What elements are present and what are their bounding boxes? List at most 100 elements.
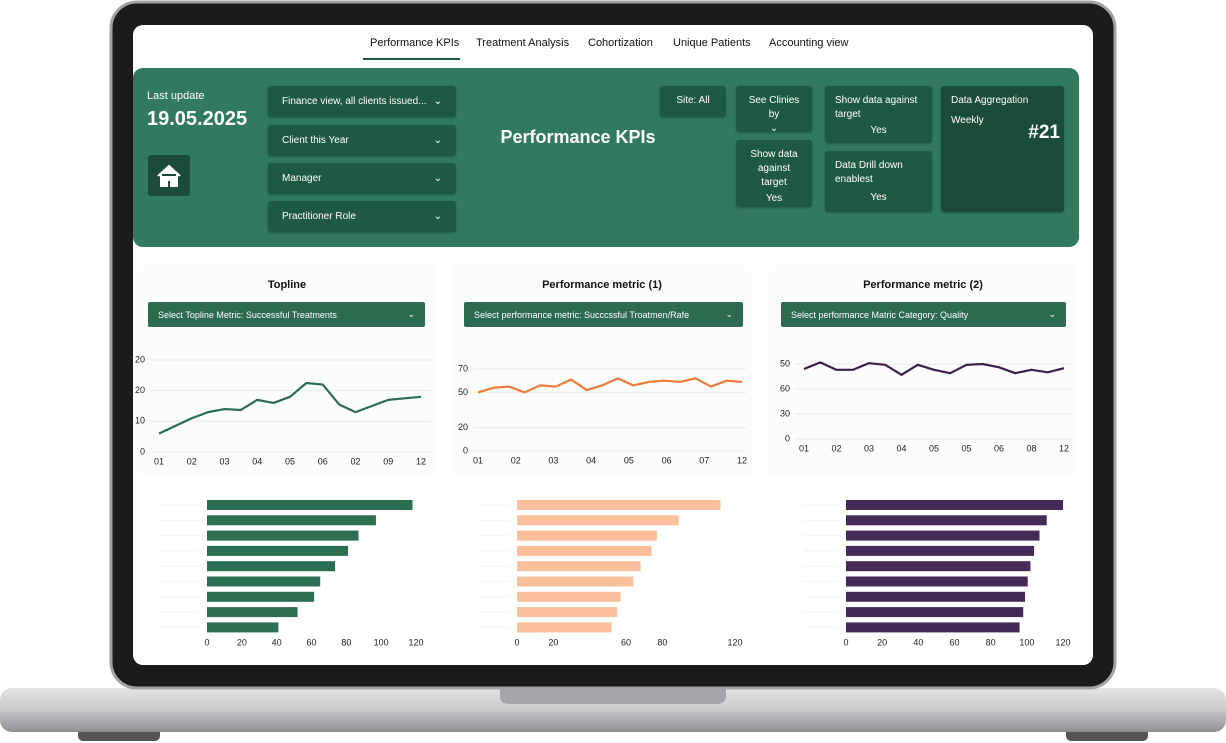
metric-selector[interactable]: Select performance Matric Category: Qual… xyxy=(781,302,1066,327)
bar xyxy=(517,515,679,526)
bar xyxy=(207,591,315,602)
x-tick-label: 0 xyxy=(843,637,848,647)
bar xyxy=(517,500,721,510)
clinics-toggle[interactable]: See Clinies by ⌄ xyxy=(736,86,812,134)
x-tick-label: 04 xyxy=(252,456,262,466)
bar xyxy=(517,530,657,541)
filter-dropdown[interactable]: Manager ⌄ xyxy=(268,163,456,194)
x-tick-label: 100 xyxy=(1019,637,1034,647)
y-tick-label: 20 xyxy=(458,422,468,432)
x-tick-label: 40 xyxy=(272,637,282,647)
filter-dropdown[interactable]: Practitioner Role ⌄ xyxy=(268,201,456,232)
x-tick-label: 02 xyxy=(350,456,360,466)
y-tick-label: 10 xyxy=(135,416,145,426)
x-tick-label: 05 xyxy=(929,443,939,453)
tab[interactable]: Accounting view xyxy=(769,37,849,49)
x-tick-label: 0 xyxy=(204,637,209,647)
last-update: 19.05.2025 xyxy=(147,108,248,130)
metric-selector[interactable]: Select Topline Metric: Successful Treatm… xyxy=(148,302,425,327)
x-tick-label: 05 xyxy=(624,455,634,465)
x-tick-label: 02 xyxy=(187,456,197,466)
x-tick-label: 12 xyxy=(1059,443,1069,453)
y-tick-label: 20 xyxy=(135,385,145,395)
tab-underline xyxy=(363,58,460,60)
target-toggle[interactable]: Show data against target Yes xyxy=(736,140,812,207)
panel-title: Topline xyxy=(137,279,437,291)
bar xyxy=(517,607,617,618)
x-tick-label: 05 xyxy=(285,456,295,466)
bar xyxy=(207,545,349,556)
x-tick-label: 12 xyxy=(737,455,747,465)
bar xyxy=(846,545,1035,556)
bar xyxy=(207,561,336,572)
header-title: Performance KPIs xyxy=(500,127,656,147)
bar xyxy=(207,622,279,633)
x-tick-label: 01 xyxy=(799,443,809,453)
bar xyxy=(207,500,413,510)
panel-title-text: Performance metric (1) xyxy=(542,279,662,291)
y-tick-label: 70 xyxy=(458,363,468,373)
x-tick-label: 08 xyxy=(1026,443,1036,453)
x-tick-label: 04 xyxy=(896,443,906,453)
x-tick-label: 80 xyxy=(986,637,996,647)
x-tick-label: 40 xyxy=(913,637,923,647)
x-tick-label: 01 xyxy=(473,455,483,465)
home-button[interactable] xyxy=(148,155,190,196)
bar xyxy=(517,576,634,587)
panel-title-text: Performance metric (2) xyxy=(863,279,983,291)
x-tick-label: 120 xyxy=(1055,637,1070,647)
y-tick-label: 0 xyxy=(463,445,468,455)
x-tick-label: 120 xyxy=(727,637,742,647)
metric-selector[interactable]: Select performance metric: Succcssful Tr… xyxy=(464,302,743,327)
y-tick-label: 0 xyxy=(785,433,790,443)
x-tick-label: 03 xyxy=(864,443,874,453)
bar xyxy=(207,530,359,541)
last-update-label: Last update xyxy=(147,90,205,102)
x-tick-label: 60 xyxy=(949,637,959,647)
x-tick-label: 07 xyxy=(699,455,709,465)
bar xyxy=(846,530,1040,541)
bar xyxy=(517,622,612,633)
y-tick-label: 20 xyxy=(135,354,145,364)
y-tick-label: 50 xyxy=(780,358,790,368)
metric-selector-text: Select performance metric: Succcssful Tr… xyxy=(474,309,690,320)
tab[interactable]: Cohortization xyxy=(588,37,653,49)
x-tick-label: 20 xyxy=(877,637,887,647)
bar xyxy=(517,591,621,602)
metric-selector-text: Select Topline Metric: Successful Treatm… xyxy=(158,309,337,320)
x-tick-label: 20 xyxy=(548,637,558,647)
site-filter[interactable]: Site: All xyxy=(660,86,726,117)
drill-down-toggle[interactable]: Data Drill down enablest Yes xyxy=(825,151,932,212)
x-tick-label: 12 xyxy=(416,456,426,466)
bar xyxy=(846,576,1028,587)
x-tick-label: 60 xyxy=(306,637,316,647)
panel-card xyxy=(452,265,752,475)
x-tick-label: 80 xyxy=(657,637,667,647)
y-tick-label: 30 xyxy=(780,408,790,418)
x-tick-label: 03 xyxy=(548,455,558,465)
x-tick-label: 80 xyxy=(341,637,351,647)
x-tick-label: 02 xyxy=(831,443,841,453)
x-tick-label: 09 xyxy=(383,456,393,466)
y-tick-label: 0 xyxy=(140,446,145,456)
y-tick-label: 60 xyxy=(780,383,790,393)
filter-dropdown[interactable]: Finance view, all clients issued... ⌄ xyxy=(268,86,456,117)
x-tick-label: 06 xyxy=(318,456,328,466)
filter-dropdown[interactable]: Client this Year ⌄ xyxy=(268,125,456,156)
x-tick-label: 100 xyxy=(374,637,389,647)
aggregation-box[interactable]: Data Aggregation Weekly #21 xyxy=(941,86,1064,212)
tab[interactable]: Unique Patients xyxy=(673,37,751,49)
bar xyxy=(846,515,1047,526)
target-toggle[interactable]: Show data against target Yes xyxy=(825,86,932,143)
x-tick-label: 06 xyxy=(994,443,1004,453)
x-tick-label: 01 xyxy=(154,456,164,466)
bar xyxy=(846,607,1024,618)
y-tick-label: 50 xyxy=(458,387,468,397)
x-tick-label: 04 xyxy=(586,455,596,465)
tab[interactable]: Performance KPIs xyxy=(370,37,460,49)
bar xyxy=(846,622,1020,633)
metric-selector-text: Select performance Matric Category: Qual… xyxy=(791,309,969,320)
tab[interactable]: Treatment Analysis xyxy=(476,37,570,49)
